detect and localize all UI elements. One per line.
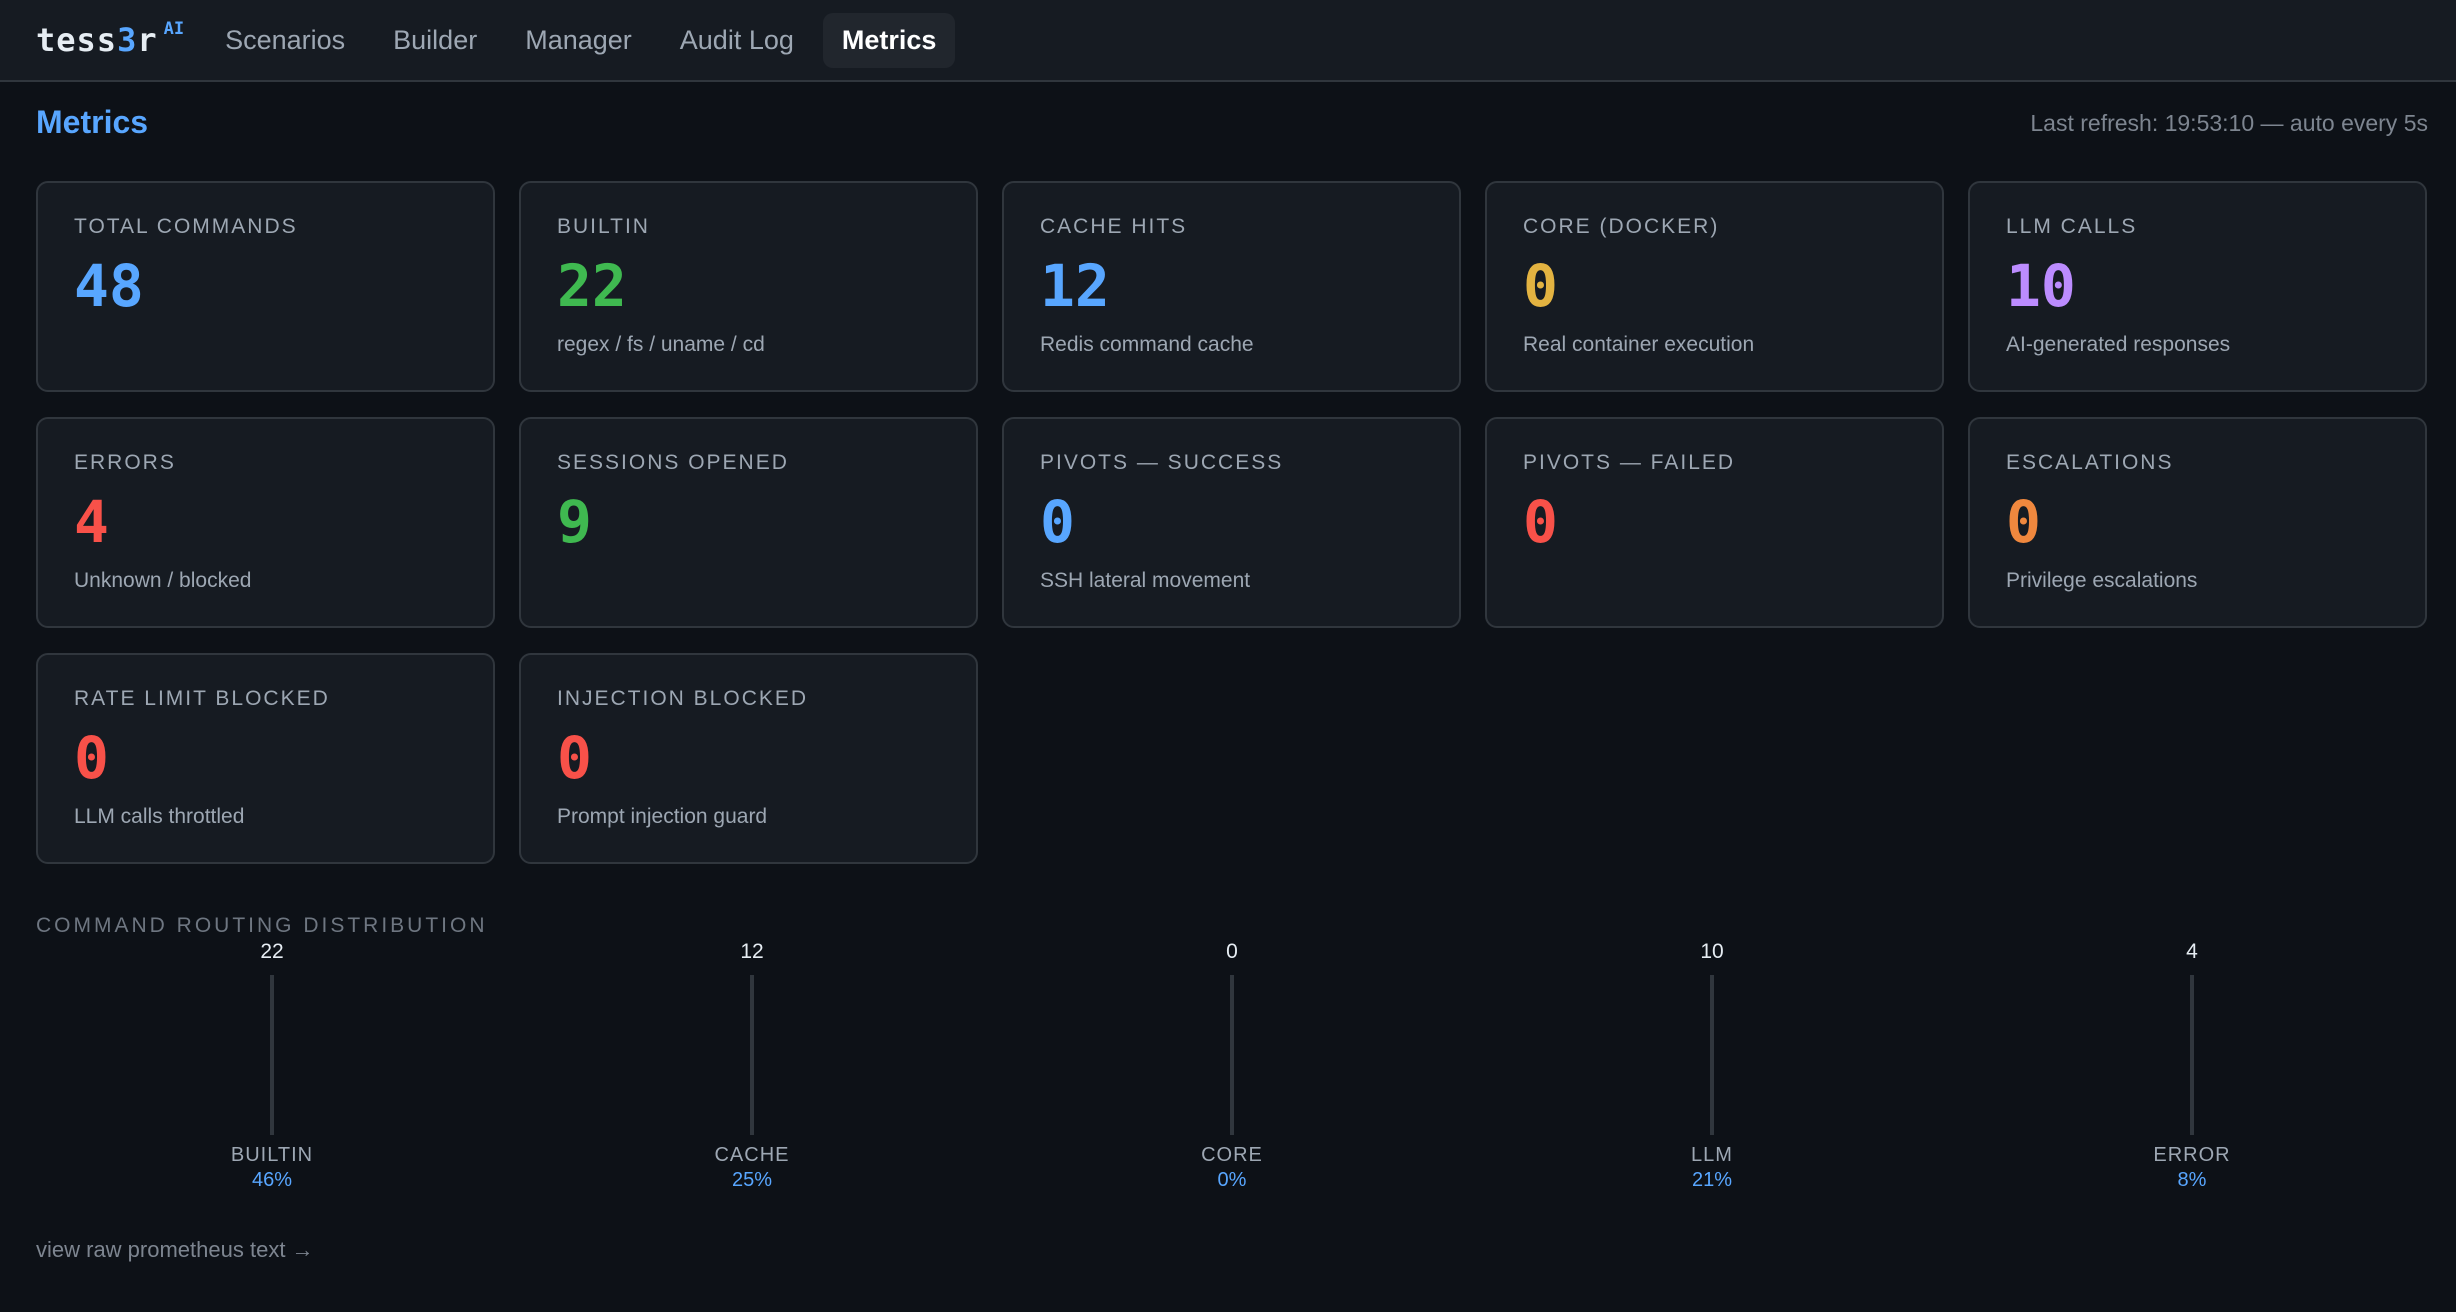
metric-label: Rate Limit Blocked xyxy=(74,687,330,710)
metric-description: LLM calls throttled xyxy=(74,805,245,828)
metric-label: Pivots — Failed xyxy=(1523,451,1736,474)
routing-distribution-chart: 22 BUILTIN 46% 12 CACHE 25% 0 CORE 0% 10 LLM 21% 4 ER… xyxy=(0,940,2456,1200)
metric-value: 10 xyxy=(2006,252,2076,320)
metric-card-total-commands: Total Commands 48 xyxy=(36,181,495,392)
nav-tab-scenarios[interactable]: Scenarios xyxy=(225,24,346,55)
brand-ai-badge: AI xyxy=(163,19,185,39)
distribution-percent: 0% xyxy=(1217,1169,1247,1191)
nav-tab-manager[interactable]: Manager xyxy=(525,24,632,55)
top-navbar: tess3r AI Scenarios Builder Manager Audi… xyxy=(0,0,2456,82)
metric-label: Pivots — Success xyxy=(1040,451,1284,474)
distribution-count: 12 xyxy=(740,940,764,963)
distribution-title: Command Routing Distribution xyxy=(36,914,488,937)
metric-value: 0 xyxy=(74,724,109,792)
metric-description: Privilege escalations xyxy=(2006,569,2198,592)
metric-value: 0 xyxy=(2006,488,2041,556)
metric-label: LLM Calls xyxy=(2006,215,2138,238)
metric-label: Injection Blocked xyxy=(557,687,809,710)
metric-description: Real container execution xyxy=(1523,333,1755,356)
distribution-count: 10 xyxy=(1700,940,1724,963)
metric-label: Escalations xyxy=(2006,451,2174,474)
metric-card-pivots-failed: Pivots — Failed 0 xyxy=(1485,417,1944,628)
distribution-bar xyxy=(1710,975,1714,1135)
raw-prometheus-link[interactable]: view raw prometheus text → xyxy=(36,1237,314,1262)
distribution-percent: 25% xyxy=(731,1169,773,1191)
metric-value: 22 xyxy=(557,252,627,320)
nav-tab-builder[interactable]: Builder xyxy=(393,24,478,55)
metric-value: 12 xyxy=(1040,252,1110,320)
distribution-count: 22 xyxy=(260,940,284,963)
page-title: Metrics xyxy=(36,104,149,140)
metric-label: Cache Hits xyxy=(1040,215,1188,238)
metric-card-sessions-opened: Sessions Opened 9 xyxy=(519,417,978,628)
metric-value: 9 xyxy=(557,488,592,556)
distribution-bar xyxy=(2190,975,2194,1135)
metric-label: Total Commands xyxy=(74,215,298,238)
distribution-percent: 21% xyxy=(1691,1169,1733,1191)
metric-value: 48 xyxy=(74,252,144,320)
nav-tab-audit-log[interactable]: Audit Log xyxy=(679,24,794,55)
metric-card-cache-hits: Cache Hits 12 Redis command cache xyxy=(1002,181,1461,392)
metric-description: AI-generated responses xyxy=(2006,333,2231,356)
metric-label: Sessions Opened xyxy=(557,451,789,474)
last-refresh-status: Last refresh: 19:53:10 — auto every 5s xyxy=(2030,110,2428,136)
metric-card-pivots-success: Pivots — Success 0 SSH lateral movement xyxy=(1002,417,1461,628)
distribution-bar xyxy=(270,975,274,1135)
distribution-bar xyxy=(1230,975,1234,1135)
metric-description: Prompt injection guard xyxy=(557,805,768,828)
metric-card-injection-blocked: Injection Blocked 0 Prompt injection guard xyxy=(519,653,978,864)
distribution-bar xyxy=(750,975,754,1135)
brand-name: tess3r xyxy=(36,21,158,59)
distribution-label: ERROR xyxy=(2153,1144,2231,1166)
metric-value: 4 xyxy=(74,488,109,556)
metric-card-rate-limit-blocked: Rate Limit Blocked 0 LLM calls throttled xyxy=(36,653,495,864)
metric-card-errors: Errors 4 Unknown / blocked xyxy=(36,417,495,628)
metric-card-llm-calls: LLM Calls 10 AI-generated responses xyxy=(1968,181,2427,392)
metric-value: 0 xyxy=(1523,488,1558,556)
distribution-label: CORE xyxy=(1201,1144,1263,1166)
metric-label: Builtin xyxy=(557,215,650,238)
distribution-count: 0 xyxy=(1226,940,1238,963)
distribution-label: CACHE xyxy=(714,1144,790,1166)
metric-label: Errors xyxy=(74,451,176,474)
metric-description: Redis command cache xyxy=(1040,333,1254,356)
distribution-count: 4 xyxy=(2186,940,2198,963)
metric-description: regex / fs / uname / cd xyxy=(557,333,765,356)
metric-value: 0 xyxy=(1523,252,1558,320)
metric-card-escalations: Escalations 0 Privilege escalations xyxy=(1968,417,2427,628)
distribution-label: LLM xyxy=(1691,1144,1733,1166)
distribution-percent: 46% xyxy=(251,1169,293,1191)
metric-value: 0 xyxy=(1040,488,1075,556)
metric-description: SSH lateral movement xyxy=(1040,569,1251,592)
metric-description: Unknown / blocked xyxy=(74,569,252,592)
metric-card-core-docker: Core (Docker) 0 Real container execution xyxy=(1485,181,1944,392)
nav-tab-metrics[interactable]: Metrics xyxy=(822,12,956,68)
brand-logo[interactable]: tess3r AI xyxy=(36,19,185,59)
metric-label: Core (Docker) xyxy=(1523,215,1720,238)
distribution-label: BUILTIN xyxy=(230,1144,314,1166)
distribution-percent: 8% xyxy=(2177,1169,2207,1191)
metric-cards-grid: Total Commands 48 Builtin 22 regex / fs / un… xyxy=(36,181,2428,864)
metric-value: 0 xyxy=(557,724,592,792)
metric-card-builtin: Builtin 22 regex / fs / uname / cd xyxy=(519,181,978,392)
